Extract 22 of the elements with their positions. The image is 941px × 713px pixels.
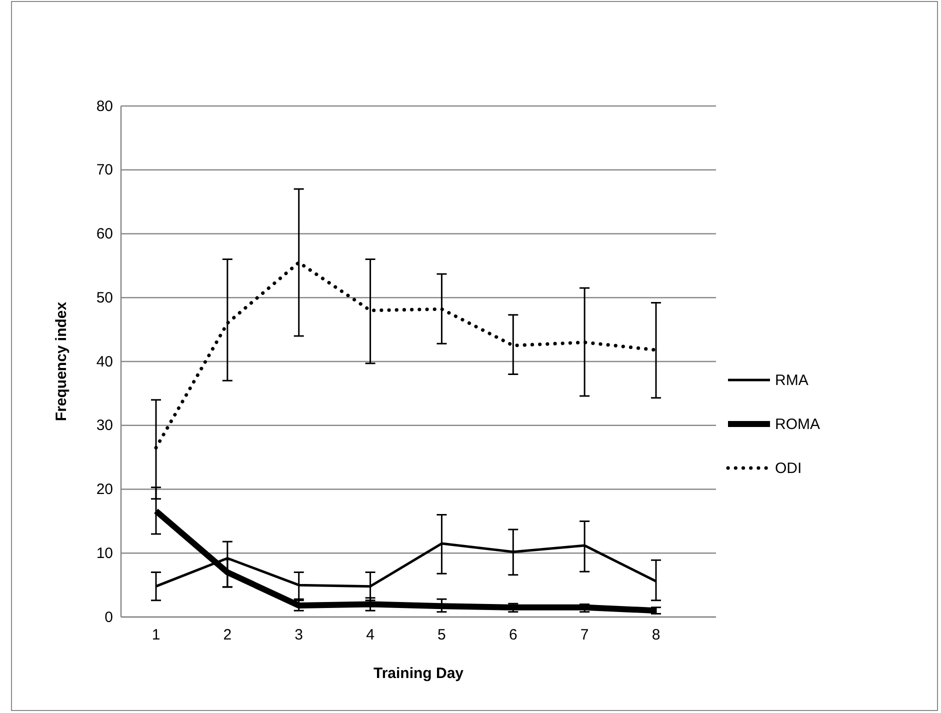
legend-label: RMA: [775, 372, 808, 389]
legend-label: ROMA: [775, 416, 820, 433]
x-axis-title: Training Day: [373, 665, 464, 682]
y-tick-label: 50: [96, 289, 113, 306]
x-tick-label: 4: [366, 626, 374, 644]
y-tick-label: 20: [96, 481, 113, 498]
y-tick-label: 30: [96, 417, 113, 434]
x-tick-label: 1: [152, 626, 160, 644]
x-tick-label: 2: [223, 626, 232, 644]
x-tick-label: 5: [438, 626, 446, 644]
y-axis-title: Frequency index: [53, 301, 70, 422]
legend-label: ODI: [775, 460, 802, 477]
x-tick-label: 7: [580, 626, 589, 644]
x-tick-label: 6: [508, 626, 518, 644]
x-tick-label: 3: [294, 626, 304, 644]
y-tick-label: 40: [96, 353, 113, 370]
y-tick-label: 0: [104, 608, 113, 626]
y-tick-label: 70: [96, 162, 113, 179]
y-tick-label: 80: [96, 98, 113, 115]
x-tick-label: 8: [652, 626, 660, 644]
y-tick-label: 60: [96, 226, 113, 243]
y-tick-label: 10: [96, 544, 113, 562]
